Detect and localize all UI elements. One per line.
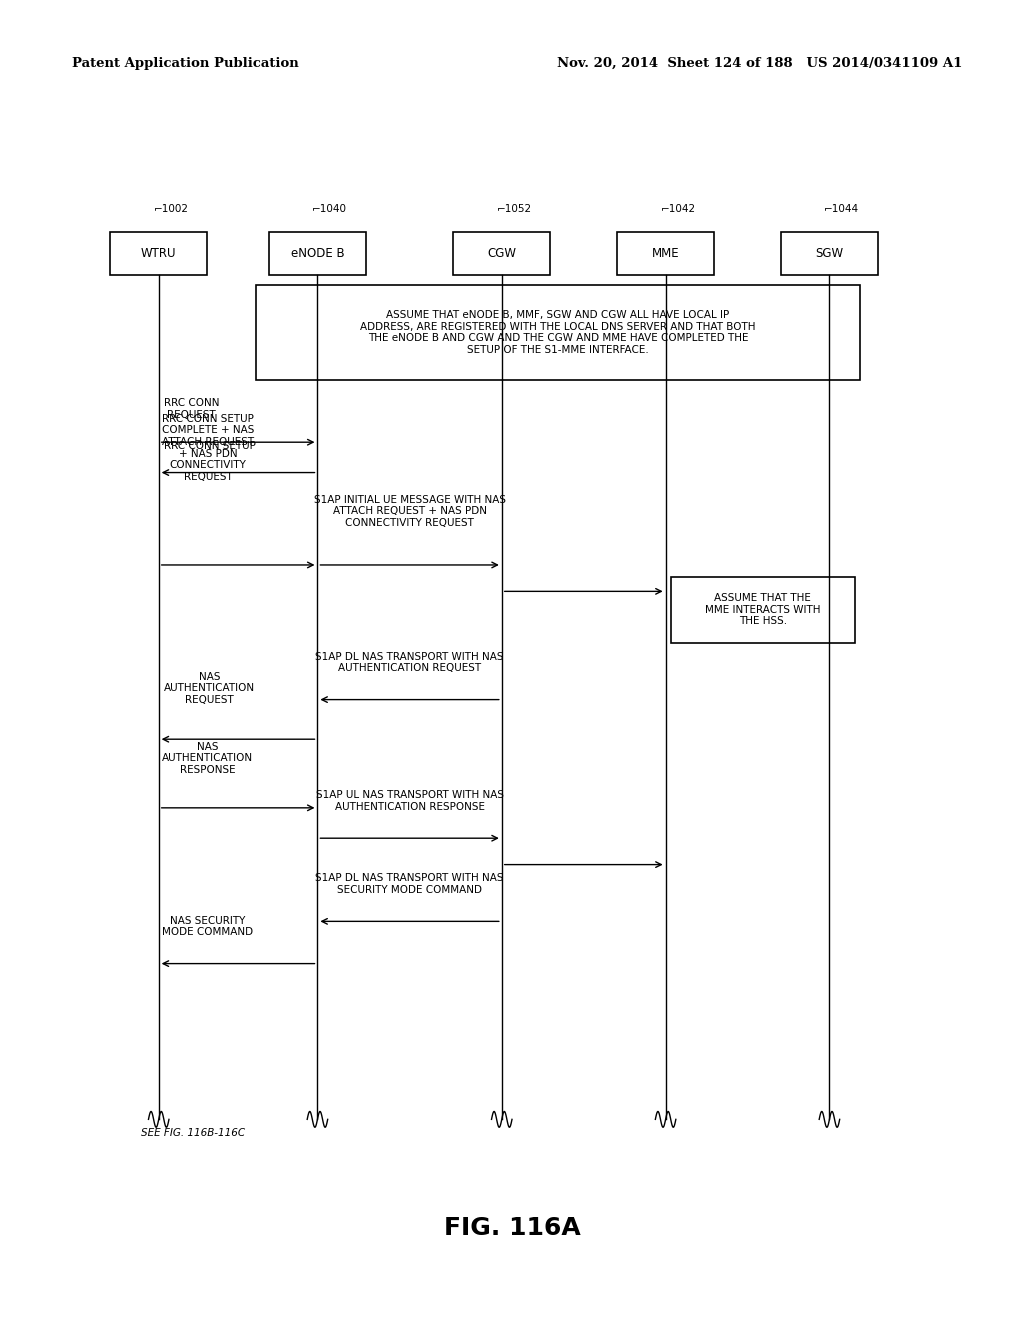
- Text: NAS SECURITY
MODE COMMAND: NAS SECURITY MODE COMMAND: [162, 916, 253, 937]
- Text: CGW: CGW: [487, 247, 516, 260]
- Text: ASSUME THAT eNODE B, MMF, SGW AND CGW ALL HAVE LOCAL IP
ADDRESS, ARE REGISTERED : ASSUME THAT eNODE B, MMF, SGW AND CGW AL…: [360, 310, 756, 355]
- Text: WTRU: WTRU: [141, 247, 176, 260]
- Text: ⌐1044: ⌐1044: [824, 203, 859, 214]
- Text: RRC CONN SETUP
COMPLETE + NAS
ATTACH REQUEST
+ NAS PDN
CONNECTIVITY
REQUEST: RRC CONN SETUP COMPLETE + NAS ATTACH REQ…: [162, 413, 254, 482]
- Text: NAS
AUTHENTICATION
REQUEST: NAS AUTHENTICATION REQUEST: [164, 672, 255, 705]
- Text: ASSUME THAT THE
MME INTERACTS WITH
THE HSS.: ASSUME THAT THE MME INTERACTS WITH THE H…: [706, 593, 820, 627]
- Text: MME: MME: [652, 247, 679, 260]
- Text: RRC CONN SETUP: RRC CONN SETUP: [164, 441, 256, 451]
- Text: RRC CONN
REQUEST: RRC CONN REQUEST: [164, 399, 219, 420]
- Bar: [256, 285, 860, 380]
- Text: ⌐1042: ⌐1042: [660, 203, 695, 214]
- Text: SGW: SGW: [815, 247, 844, 260]
- Text: Patent Application Publication: Patent Application Publication: [72, 57, 298, 70]
- Text: ⌐1040: ⌐1040: [312, 203, 347, 214]
- Text: S1AP INITIAL UE MESSAGE WITH NAS
ATTACH REQUEST + NAS PDN
CONNECTIVITY REQUEST: S1AP INITIAL UE MESSAGE WITH NAS ATTACH …: [313, 495, 506, 528]
- Text: ⌐1002: ⌐1002: [154, 203, 188, 214]
- Bar: [616, 232, 715, 275]
- Bar: [268, 232, 367, 275]
- Text: ⌐1052: ⌐1052: [497, 203, 531, 214]
- Text: S1AP UL NAS TRANSPORT WITH NAS
AUTHENTICATION RESPONSE: S1AP UL NAS TRANSPORT WITH NAS AUTHENTIC…: [315, 791, 504, 812]
- Text: S1AP DL NAS TRANSPORT WITH NAS
AUTHENTICATION REQUEST: S1AP DL NAS TRANSPORT WITH NAS AUTHENTIC…: [315, 652, 504, 673]
- Text: eNODE B: eNODE B: [291, 247, 344, 260]
- Text: NAS
AUTHENTICATION
RESPONSE: NAS AUTHENTICATION RESPONSE: [162, 742, 253, 775]
- Bar: [781, 232, 879, 275]
- Text: Nov. 20, 2014  Sheet 124 of 188   US 2014/0341109 A1: Nov. 20, 2014 Sheet 124 of 188 US 2014/0…: [557, 57, 963, 70]
- Bar: [453, 232, 551, 275]
- Bar: [671, 577, 855, 643]
- Text: S1AP DL NAS TRANSPORT WITH NAS
SECURITY MODE COMMAND: S1AP DL NAS TRANSPORT WITH NAS SECURITY …: [315, 874, 504, 895]
- Text: SEE FIG. 116B-116C: SEE FIG. 116B-116C: [141, 1127, 246, 1138]
- Text: FIG. 116A: FIG. 116A: [443, 1216, 581, 1239]
- Bar: [111, 232, 207, 275]
